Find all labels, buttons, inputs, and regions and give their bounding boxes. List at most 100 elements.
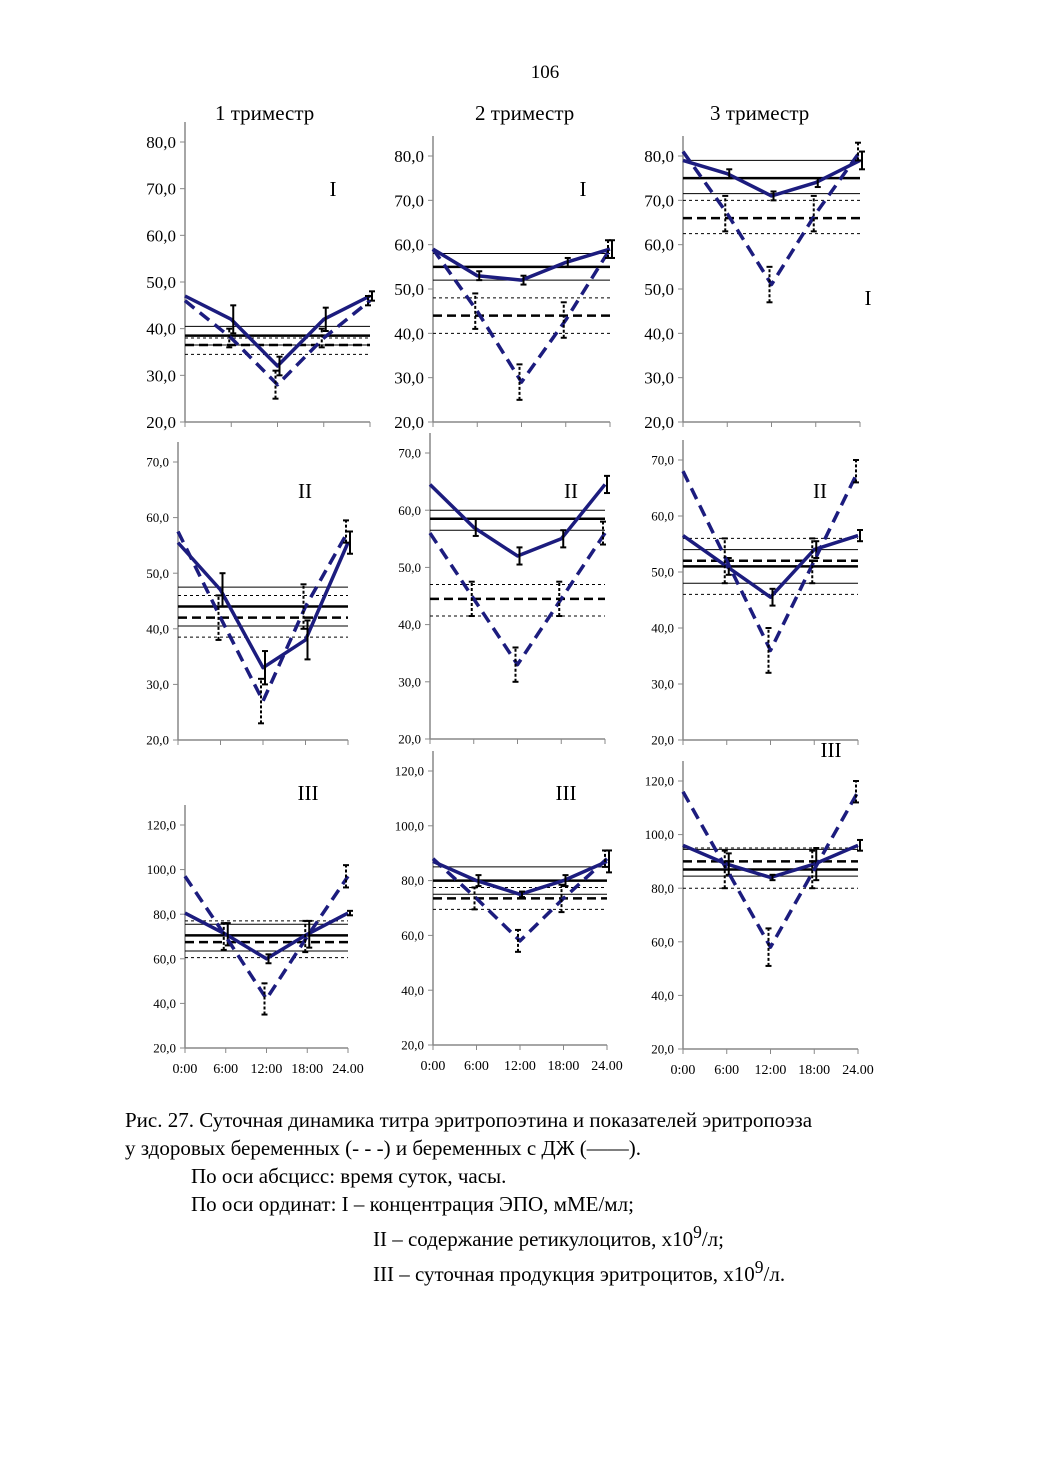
caption-line-1: Рис. 27. Суточная динамика титра эритроп…: [125, 1108, 813, 1132]
dashed-series-line: [681, 470, 860, 653]
y-tick-label: 60,0: [153, 951, 176, 966]
x-tick-label: 0:00: [671, 1063, 696, 1078]
trimester-3-header: 3 триместр: [710, 101, 810, 125]
y-tick-label: 60,0: [146, 510, 169, 525]
dashed-series-line: [431, 857, 609, 943]
caption-line-2: у здоровых беременных (- - -) и беременн…: [125, 1136, 642, 1160]
y-tick-label: 30,0: [651, 677, 674, 692]
y-tick-label: 60,0: [394, 236, 424, 255]
y-tick-label: 120,0: [645, 774, 674, 789]
chart-panel-1: 20,0 30,0 40,0 50,0 60,0 70,0 80,0 I: [146, 122, 375, 432]
dashed-series-line: [431, 248, 612, 384]
x-tick-label: 12:00: [251, 1062, 283, 1077]
caption-line-5-exponent: 9: [693, 1222, 702, 1242]
solid-series-line: [682, 843, 859, 880]
chart-panel-2: 20,0 30,0 40,0 50,0 60,0 70,0 80,0 I: [394, 136, 615, 432]
y-tick-label: 80,0: [146, 133, 176, 152]
chart-panel-9: 20,0 40,0 60,0 80,0 100,0 120,0 0:00 6:00 12:00 1…: [645, 738, 874, 1078]
dashed-series-line: [681, 790, 860, 949]
y-tick-label: 20,0: [153, 1041, 176, 1056]
y-tick-label: 30,0: [398, 674, 421, 689]
x-tick-label: 24.00: [591, 1059, 623, 1074]
x-tick-label: 18:00: [548, 1059, 580, 1074]
y-tick-label: 50,0: [651, 565, 674, 580]
solid-series-line: [432, 247, 611, 282]
y-tick-label: 20,0: [398, 732, 421, 747]
caption-line-5: II – содержание ретикулоцитов, х109/л;: [125, 1218, 985, 1253]
solid-series-line: [176, 541, 350, 670]
chart-panel-7: 20,0 40,0 60,0 80,0 100,0 120,0 0:00 6:00 12:00 1…: [147, 781, 364, 1077]
y-tick-label: 20,0: [146, 733, 169, 748]
y-tick-label: 30,0: [146, 677, 169, 692]
y-tick-label: 120,0: [395, 764, 424, 779]
x-tick-label: 18:00: [798, 1063, 830, 1078]
solid-series-line: [681, 533, 859, 599]
y-tick-label: 80,0: [644, 147, 674, 166]
y-tick-label: 70,0: [146, 455, 169, 470]
y-tick-label: 70,0: [146, 180, 176, 199]
panel-label: II: [813, 479, 827, 503]
solid-series-line: [428, 483, 607, 558]
y-tick-label: 60,0: [651, 934, 674, 949]
x-tick-label: 0:00: [173, 1062, 198, 1077]
x-tick-label: 6:00: [714, 1063, 739, 1078]
chart-panel-8: 20,0 40,0 60,0 80,0 100,0 120,0 0:00 6:00 12:00 1…: [395, 751, 623, 1074]
solid-series-line: [682, 158, 861, 198]
figure-caption: Рис. 27. Суточная динамика титра эритроп…: [125, 1106, 985, 1288]
panel-label: III: [556, 781, 577, 805]
y-tick-label: 30,0: [146, 366, 176, 385]
y-tick-label: 60,0: [146, 226, 176, 245]
y-tick-label: 50,0: [394, 280, 424, 299]
chart-panel-6: 20,0 30,0 40,0 50,0 60,0 70,0 II: [651, 440, 863, 748]
y-tick-label: 40,0: [394, 324, 424, 343]
caption-line-6-text: III – суточная продукция эритроцитов, х1…: [373, 1262, 755, 1286]
y-tick-label: 70,0: [398, 446, 421, 461]
caption-line-5-text: II – содержание ретикулоцитов, х10: [373, 1227, 694, 1251]
y-tick-label: 120,0: [147, 818, 176, 833]
y-tick-label: 40,0: [644, 324, 674, 343]
caption-line-6: III – суточная продукция эритроцитов, х1…: [125, 1253, 985, 1288]
y-tick-label: 60,0: [651, 509, 674, 524]
y-tick-label: 40,0: [146, 320, 176, 339]
trimester-2-header: 2 триместр: [475, 101, 575, 125]
page-number: 106: [530, 62, 560, 83]
x-tick-label: 0:00: [421, 1059, 446, 1074]
y-tick-label: 30,0: [644, 369, 674, 388]
caption-line-6-unit: /л.: [763, 1262, 786, 1286]
y-tick-label: 80,0: [153, 907, 176, 922]
x-tick-label: 18:00: [291, 1062, 323, 1077]
caption-line-4: По оси ординат: I – концентрация ЭПО, мМ…: [191, 1192, 634, 1216]
y-tick-label: 40,0: [651, 621, 674, 636]
y-tick-label: 70,0: [394, 191, 424, 210]
x-tick-label: 24.00: [332, 1062, 364, 1077]
y-tick-label: 40,0: [651, 988, 674, 1003]
y-tick-label: 60,0: [644, 236, 674, 255]
chart-panel-3: 20,0 30,0 40,0 50,0 60,0 70,0 80,0 I: [644, 136, 872, 432]
x-tick-label: 12:00: [504, 1059, 536, 1074]
chart-panel-5: 20,0 30,0 40,0 50,0 60,0 70,0 II: [398, 433, 610, 747]
panel-label: I: [580, 177, 587, 201]
caption-line-3: По оси абсцисс: время суток, часы.: [191, 1164, 507, 1188]
y-tick-label: 50,0: [146, 566, 169, 581]
y-tick-label: 20,0: [394, 413, 424, 432]
solid-series-line: [184, 911, 349, 961]
y-tick-label: 20,0: [651, 733, 674, 748]
trimester-1-header: 1 триместр: [215, 101, 315, 125]
dashed-series-line: [681, 150, 862, 287]
y-tick-label: 20,0: [401, 1038, 424, 1053]
panel-label: II: [298, 479, 312, 503]
y-tick-label: 20,0: [146, 413, 176, 432]
dashed-series-line: [183, 875, 350, 1001]
y-tick-label: 50,0: [398, 560, 421, 575]
solid-series-line: [432, 859, 608, 897]
y-tick-label: 40,0: [398, 617, 421, 632]
y-tick-label: 50,0: [644, 280, 674, 299]
panel-label: III: [298, 781, 319, 805]
dashed-series-line: [183, 299, 372, 387]
y-tick-label: 100,0: [147, 862, 176, 877]
solid-series-line: [184, 294, 371, 368]
y-tick-label: 40,0: [153, 996, 176, 1011]
y-tick-label: 60,0: [398, 503, 421, 518]
panel-label: I: [330, 177, 337, 201]
x-tick-label: 12:00: [755, 1063, 787, 1078]
